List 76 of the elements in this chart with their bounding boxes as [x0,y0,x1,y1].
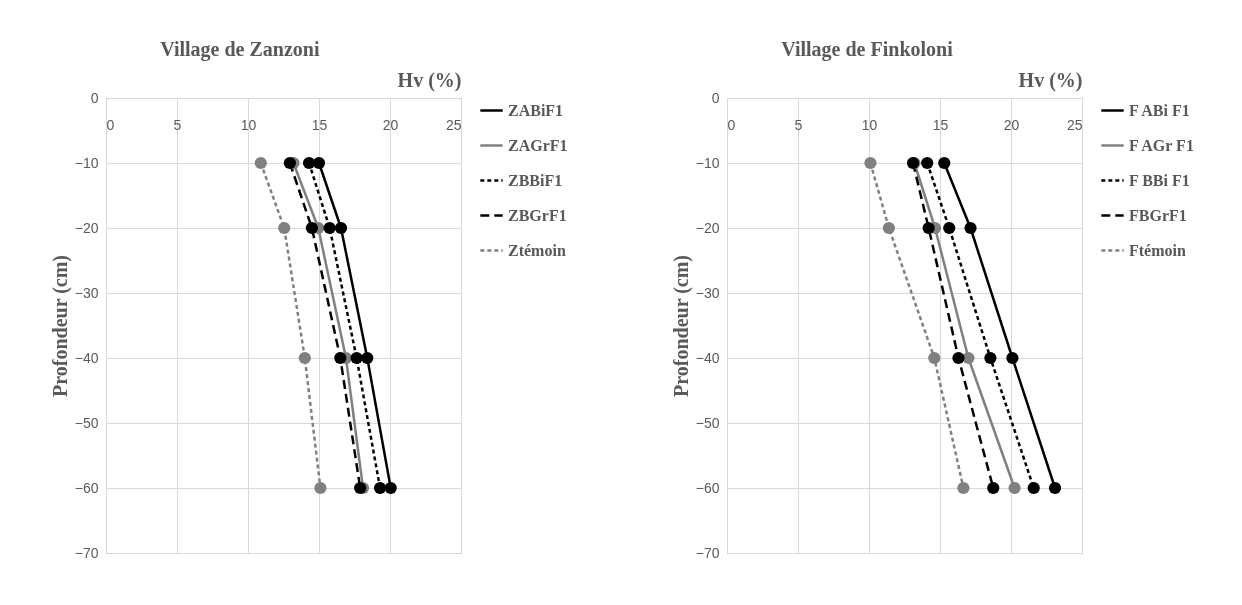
point [283,156,297,170]
legend-label: F BBi F1 [1129,171,1190,189]
y-tick-label: −40 [695,349,720,366]
y-tick-label: −60 [695,479,720,496]
y-tick-label: −70 [74,544,99,561]
legend-label: ZABiF1 [508,101,564,119]
y-tick-label: 0 [90,89,99,106]
point [922,221,935,235]
point [921,156,934,170]
point [278,221,291,235]
point [350,351,363,365]
x-tick-label: 20 [1003,116,1020,133]
point [361,351,374,365]
legend-label: F AGr F1 [1129,136,1194,154]
y-tick-label: 0 [711,89,720,106]
y-axis-title: Profondeur (cm) [669,254,693,398]
point [964,221,977,235]
legend-label: ZBGrF1 [508,206,567,224]
point [312,156,326,170]
x-tick-label: 10 [240,116,257,133]
legend-label: ZBBiF1 [508,171,563,189]
point [984,351,997,365]
y-tick-label: −40 [74,349,99,366]
point [334,221,348,235]
point [323,221,336,235]
point [882,221,895,235]
point [962,351,975,365]
x-tick-label: 25 [1066,116,1083,133]
point [957,481,970,495]
y-tick-label: −20 [74,219,99,236]
point [864,156,877,170]
x-axis-title: Hv (%) [1018,68,1083,92]
legend-label: F ABi F1 [1129,101,1190,119]
point [384,481,397,495]
y-tick-label: −30 [74,284,99,301]
x-tick-label: 15 [932,116,949,133]
x-tick-label: 0 [727,116,736,133]
x-tick-label: 0 [106,116,115,133]
chart-title: Village de Finkoloni [781,38,954,61]
y-tick-label: −70 [695,544,720,561]
point [928,351,941,365]
x-tick-label: 10 [861,116,878,133]
x-tick-label: 5 [794,116,803,133]
x-tick-label: 25 [445,116,462,133]
point [373,481,387,495]
point [987,481,1000,495]
y-tick-label: −20 [695,219,720,236]
point [314,481,327,495]
y-tick-label: −30 [695,284,720,301]
point [938,156,951,170]
y-tick-label: −10 [695,154,720,171]
legend-label: ZAGrF1 [508,136,568,154]
point [1048,481,1062,495]
point [254,156,267,170]
legend-label: FBGrF1 [1129,206,1187,224]
point [1027,481,1040,495]
point [1008,481,1021,495]
y-axis-title: Profondeur (cm) [48,254,72,398]
point [943,221,956,235]
chart-title: Village de Zanzoni [160,38,320,61]
point [1006,351,1019,365]
point [952,351,965,365]
x-tick-label: 5 [173,116,182,133]
y-tick-label: −50 [695,414,720,431]
point [334,351,347,365]
point [305,221,319,235]
y-tick-label: −60 [74,479,99,496]
x-axis-title: Hv (%) [397,68,462,92]
legend-label: Ftémoin [1129,241,1186,259]
x-tick-label: 15 [311,116,328,133]
point [302,156,316,170]
x-tick-label: 20 [382,116,399,133]
y-tick-label: −10 [74,154,99,171]
point [298,351,311,365]
legend-label: Ztémoin [508,241,566,259]
y-tick-label: −50 [74,414,99,431]
